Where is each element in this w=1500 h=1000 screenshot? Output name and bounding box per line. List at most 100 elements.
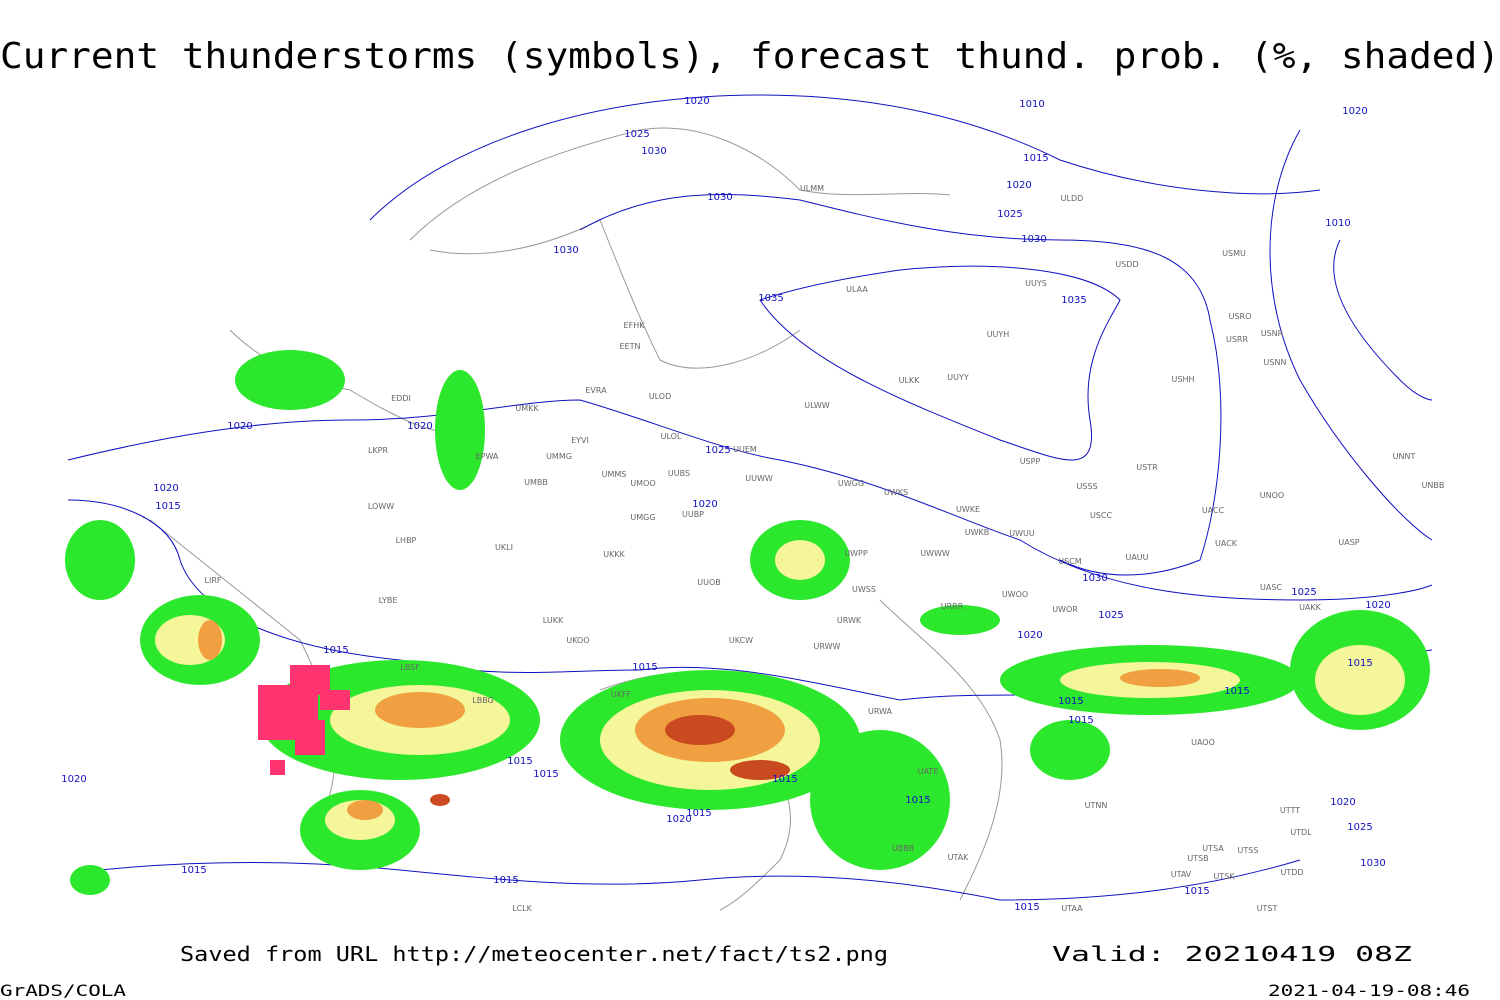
isobar-label: 1020 <box>153 483 178 494</box>
station-label: ULMM <box>800 184 824 193</box>
station-label: UWUU <box>1009 529 1035 538</box>
station-label: LUKK <box>543 616 564 625</box>
isobar-label: 1020 <box>666 814 691 825</box>
isobar-label: 1035 <box>758 293 783 304</box>
station-label: UMMS <box>602 470 627 479</box>
station-label: USTR <box>1136 463 1158 472</box>
station-label: UBBB <box>892 844 914 853</box>
station-label: EFHK <box>624 321 646 330</box>
isobar-label: 1020 <box>1330 797 1355 808</box>
probability-shading <box>65 350 1430 895</box>
isobar-label: 1015 <box>1184 886 1209 897</box>
station-label: UWOR <box>1052 605 1078 614</box>
isobar-label: 1010 <box>1325 218 1350 229</box>
station-label: LHBP <box>396 536 417 545</box>
isobar-label: 1015 <box>1058 696 1083 707</box>
station-label: USPP <box>1020 457 1041 466</box>
isobar-labels: 1020102510301010101510201025103010301030… <box>61 96 1390 913</box>
station-labels: ULMM ULDD USDD USMU ULAA UUYS UUYH USRO USNR USRR… <box>205 184 1445 913</box>
station-label: UUYS <box>1025 279 1047 288</box>
station-label: UUBS <box>668 469 690 478</box>
station-label: USNN <box>1264 358 1287 367</box>
station-label: EYVI <box>571 436 589 445</box>
station-label: USNR <box>1261 329 1284 338</box>
station-label: LYBE <box>379 596 398 605</box>
station-label: EPWA <box>476 452 499 461</box>
station-label: URWW <box>814 642 841 651</box>
station-label: UUEM <box>733 445 757 454</box>
station-label: UWGG <box>838 479 864 488</box>
source-url: Saved from URL http://meteocenter.net/fa… <box>180 942 888 966</box>
station-label: UKFF <box>611 690 632 699</box>
station-label: LBSF <box>400 663 420 672</box>
station-label: UMOO <box>630 479 655 488</box>
thunderstorm-symbols <box>258 665 350 775</box>
station-label: UAOO <box>1191 738 1215 747</box>
isobar-label: 1015 <box>181 865 206 876</box>
isobar-label: 1015 <box>905 795 930 806</box>
station-label: UACC <box>1202 506 1225 515</box>
station-label: URWK <box>837 616 862 625</box>
station-label: UNOO <box>1260 491 1284 500</box>
isobar-label: 1015 <box>1023 153 1048 164</box>
isobar-label: 1025 <box>1291 587 1316 598</box>
isobar-label: 1015 <box>632 662 657 673</box>
isobar-label: 1020 <box>692 499 717 510</box>
station-label: UWKB <box>965 528 990 537</box>
station-label: UUOB <box>697 578 721 587</box>
station-label: URRR <box>941 602 964 611</box>
station-label: USMU <box>1222 249 1246 258</box>
station-label: USDD <box>1115 260 1138 269</box>
station-label: UWWW <box>920 549 950 558</box>
isobar-label: 1025 <box>705 445 730 456</box>
coastlines <box>149 127 1003 911</box>
station-label: UWOO <box>1002 590 1028 599</box>
station-label: ULOL <box>661 432 682 441</box>
station-label: UTDD <box>1280 868 1303 877</box>
station-label: UAKK <box>1299 603 1322 612</box>
station-label: UUWW <box>745 474 773 483</box>
station-label: EDDI <box>391 394 411 403</box>
station-label: USHH <box>1172 375 1195 384</box>
isobar-label: 1020 <box>407 421 432 432</box>
station-label: UASC <box>1260 583 1282 592</box>
isobar-label: 1025 <box>1347 822 1372 833</box>
station-label: UTSB <box>1187 854 1208 863</box>
station-label: UAUU <box>1125 553 1148 562</box>
isobar-label: 1020 <box>1342 106 1367 117</box>
station-label: UMBB <box>524 478 548 487</box>
station-label: UKOO <box>566 636 589 645</box>
timestamp: 2021-04-19-08:46 <box>1268 981 1470 1000</box>
station-label: UMGG <box>630 513 655 522</box>
isobar-label: 1020 <box>227 421 252 432</box>
station-label: UWPP <box>844 549 868 558</box>
station-label: UACK <box>1215 539 1238 548</box>
isobar-label: 1030 <box>1082 573 1107 584</box>
isobar-label: 1015 <box>1347 658 1372 669</box>
station-label: UWSS <box>852 585 876 594</box>
isobar-label: 1015 <box>1068 715 1093 726</box>
isobar-label: 1015 <box>686 808 711 819</box>
isobar-label: 1020 <box>1006 180 1031 191</box>
station-label: UTNN <box>1085 801 1108 810</box>
station-label: EVRA <box>585 386 607 395</box>
isobar-label: 1015 <box>155 501 180 512</box>
station-label: UMKK <box>515 404 539 413</box>
map-area: 1020102510301010101510201025103010301030… <box>61 88 1444 913</box>
station-label: USCM <box>1058 557 1082 566</box>
station-label: UTDL <box>1290 828 1312 837</box>
isobar-label: 1015 <box>1014 902 1039 913</box>
isobar-label: 1020 <box>1365 600 1390 611</box>
isobar-label: 1015 <box>493 875 518 886</box>
station-label: USRO <box>1229 312 1252 321</box>
isobar-label: 1030 <box>1360 858 1385 869</box>
valid-time: Valid: 20210419 08Z <box>1052 942 1412 966</box>
station-label: USCC <box>1090 511 1113 520</box>
isobar-label: 1025 <box>1098 610 1123 621</box>
isobar-label: 1030 <box>641 146 666 157</box>
station-label: EETN <box>620 342 641 351</box>
station-label: UUYY <box>947 373 969 382</box>
station-label: LCLK <box>512 904 533 913</box>
isobar-label: 1025 <box>624 129 649 140</box>
